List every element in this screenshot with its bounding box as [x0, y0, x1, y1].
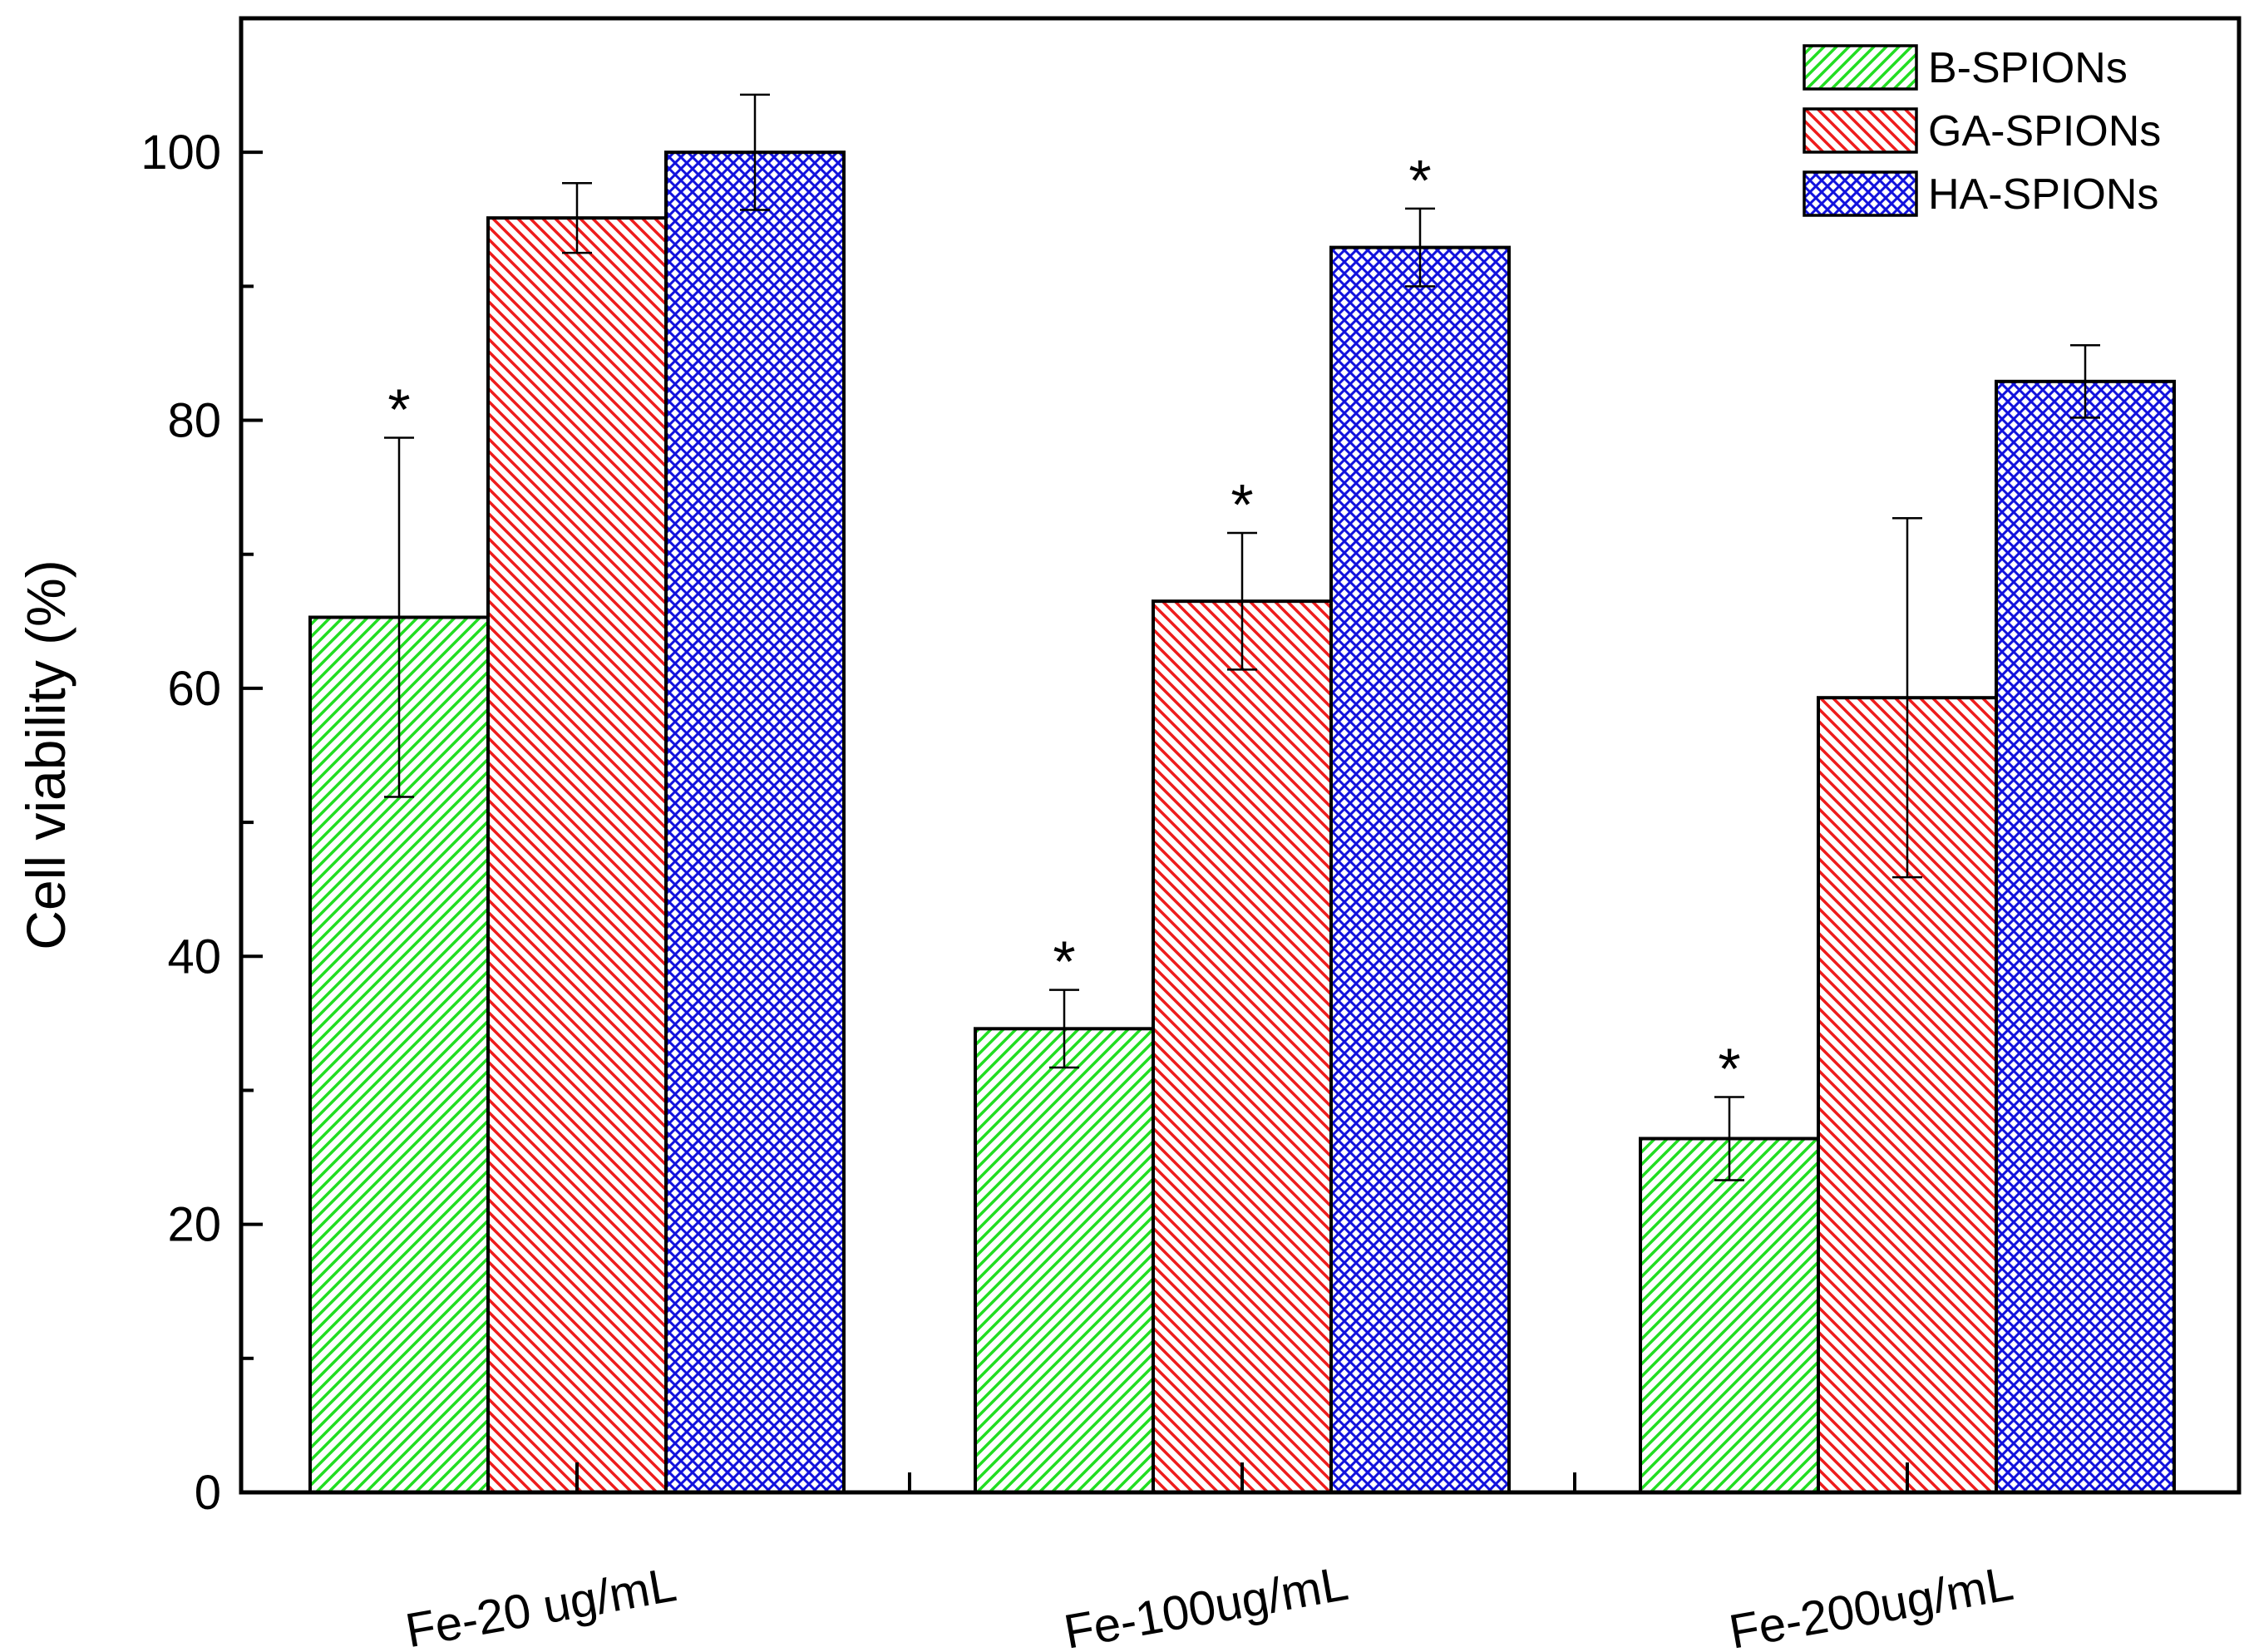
significance-markers-layer: * * * * *: [387, 148, 1740, 1102]
y-tick-label-0: 0: [195, 1466, 221, 1520]
y-axis: 0 20 40 60 80 100: [141, 126, 263, 1520]
legend-item-ga-spions: GA-SPIONs: [1803, 107, 2161, 155]
legend-swatch: [1803, 170, 1918, 217]
legend-label: B-SPIONs: [1928, 44, 2128, 92]
legend-swatch: [1803, 107, 1918, 154]
bar-ga-spions-fe-20-ug-ml: [486, 216, 668, 1495]
significance-marker-b-spions-fe-100ug-ml: *: [1053, 930, 1075, 994]
error-bar-b-spions-fe-100ug-ml: [1049, 989, 1079, 1069]
significance-marker-b-spions-fe-20-ug-ml: *: [387, 377, 410, 441]
bar-ha-spions-fe-200ug-ml: [1995, 379, 2176, 1494]
bars-layer: [308, 150, 2176, 1495]
legend: B-SPIONs GA-SPIONs HA-SPIONs: [1803, 44, 2161, 219]
error-bar-ga-spions-fe-20-ug-ml: [562, 182, 592, 254]
error-bar-ha-spions-fe-200ug-ml: [2070, 344, 2100, 419]
x-tick-label-fe-100ug-ml: Fe-100ug/mL: [1060, 1556, 1352, 1652]
y-tick-label-60: 60: [167, 662, 221, 716]
bar-ha-spions-fe-100ug-ml: [1329, 245, 1511, 1495]
error-bar-ha-spions-fe-20-ug-ml: [740, 93, 770, 211]
error-bar-ga-spions-fe-100ug-ml: [1227, 531, 1257, 671]
plot-frame: [239, 16, 2242, 1495]
significance-marker-ha-spions-fe-100ug-ml: *: [1408, 148, 1431, 213]
legend-label: GA-SPIONs: [1928, 107, 2161, 155]
bar-b-spions-fe-100ug-ml: [974, 1027, 1155, 1494]
y-tick-label-20: 20: [167, 1198, 221, 1252]
legend-item-b-spions: B-SPIONs: [1803, 44, 2128, 92]
significance-marker-ga-spions-fe-100ug-ml: *: [1231, 472, 1253, 537]
y-tick-label-40: 40: [167, 930, 221, 984]
y-tick-label-80: 80: [167, 394, 221, 448]
error-bars-layer: [384, 93, 2100, 1181]
y-tick-label-100: 100: [141, 126, 221, 180]
bar-b-spions-fe-200ug-ml: [1639, 1137, 1820, 1494]
legend-swatch: [1803, 44, 1918, 91]
bar-ha-spions-fe-20-ug-ml: [664, 150, 846, 1495]
error-bar-ha-spions-fe-100ug-ml: [1405, 207, 1435, 288]
error-bar-b-spions-fe-200ug-ml: [1714, 1096, 1744, 1181]
x-tick-label-fe-20-ug-ml: Fe-20 ug/mL: [402, 1557, 680, 1652]
bar-ga-spions-fe-100ug-ml: [1152, 599, 1333, 1495]
error-bar-ga-spions-fe-200ug-ml: [1892, 516, 1922, 879]
legend-label: HA-SPIONs: [1928, 170, 2158, 219]
x-tick-label-fe-200ug-ml: Fe-200ug/mL: [1725, 1556, 2017, 1652]
legend-item-ha-spions: HA-SPIONs: [1803, 170, 2158, 219]
y-axis-title: Cell viability (%): [15, 560, 76, 949]
significance-marker-b-spions-fe-200ug-ml: *: [1718, 1037, 1740, 1102]
error-bar-b-spions-fe-20-ug-ml: [384, 436, 414, 798]
